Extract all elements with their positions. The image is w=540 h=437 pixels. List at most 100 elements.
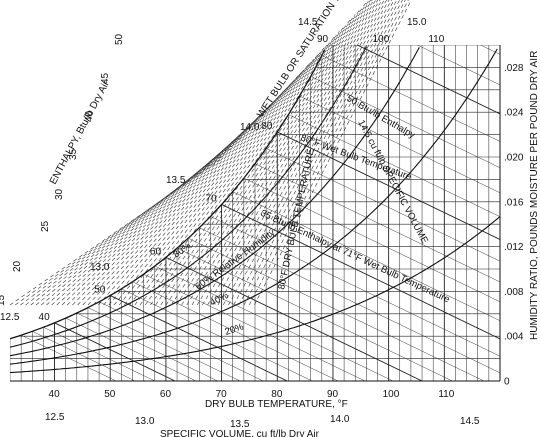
specific-volume-curve-tick: 13.5 <box>166 175 186 186</box>
enthalpy-dashed-line <box>108 53 320 306</box>
tick-labels: 40 50 60 70 80 90 100 110 0 .004 .008 .012 .016 .020.… <box>0 17 524 430</box>
x-tick-label: 50 <box>104 389 116 400</box>
x-tick-label: 70 <box>216 389 228 400</box>
enthalpy-dashed-line <box>66 98 278 306</box>
enthalpy-dashed-line <box>160 0 370 306</box>
wet-bulb-line <box>388 45 500 381</box>
enthalpy-dashed-line <box>118 42 330 306</box>
specific-volume-bottom-tick: 14.0 <box>330 414 350 425</box>
x-axis-label: DRY BULB TEMPERATURE, °F <box>205 399 348 410</box>
specific-volume-bottom-tick: 13.0 <box>135 416 155 427</box>
specific-volume-bottom-tick: 14.5 <box>460 416 480 427</box>
wet-bulb-line <box>32 331 136 381</box>
wet-bulb-line <box>410 45 500 381</box>
wet-bulb-line <box>21 334 117 381</box>
specific-volume-axis-label: SPECIFIC VOLUME, cu ft/lb Dry Air <box>160 429 320 437</box>
specific-volume-curve-tick: 14.5 <box>298 17 318 28</box>
y-axis-label: HUMIDITY RATIO, POUNDS MOISTURE PER POUN… <box>529 51 540 340</box>
enthalpy-dashed-line <box>207 0 387 306</box>
enthalpy-tick-label: 45 <box>100 72 111 84</box>
wet-bulb-line <box>87 307 241 381</box>
enthalpy-dashed-line <box>51 114 262 306</box>
y-tick-label: 0 <box>504 377 510 388</box>
wet-bulb-line <box>288 114 500 381</box>
enthalpy-dashed-line <box>134 25 346 306</box>
specific-volume-bottom-tick: 12.5 <box>45 412 65 423</box>
wet-bulb-line <box>332 45 500 381</box>
grid-layer <box>10 45 500 381</box>
rh-curve <box>9 49 326 340</box>
enthalpy-dashed-line <box>176 0 375 306</box>
x-tick-label: 90 <box>327 389 339 400</box>
specific-volume-curve-tick: 14.0 <box>240 122 260 133</box>
enthalpy-dashed-line <box>217 0 392 306</box>
enthalpy-dashed-line <box>186 0 379 306</box>
enthalpy-dashed-line <box>82 81 294 306</box>
enthalpy-dashed-line <box>20 148 231 306</box>
wet-bulb-line <box>355 45 500 381</box>
wet-bulb-line <box>132 281 339 381</box>
wet-bulb-line <box>277 131 500 381</box>
wet-bulb-tick-label: 40 <box>39 312 51 323</box>
enthalpy-tick-label: 50 <box>114 33 125 45</box>
wet-bulb-line <box>343 45 500 381</box>
enthalpy-dashed-line <box>77 86 288 306</box>
enthalpy-dashed-line <box>25 142 236 306</box>
enthalpy-dashed-line <box>196 0 383 306</box>
rh-curve <box>9 216 501 374</box>
wet-bulb-tick-label: 60 <box>150 246 162 257</box>
wet-bulb-line <box>421 45 500 381</box>
wet-bulb-tick-label: 110 <box>428 34 444 45</box>
enthalpy-dashed-line <box>144 14 356 306</box>
enthalpy-dashed-line <box>233 0 400 306</box>
enthalpy-dashed-line <box>9 159 221 306</box>
enthalpy-tick-label: 40 <box>84 110 95 122</box>
rh-curve <box>9 47 420 357</box>
wet-bulb-line <box>54 322 176 381</box>
wet-bulb-line <box>310 76 500 381</box>
wet-bulb-line <box>121 288 313 381</box>
y-tick-label: .020 <box>504 153 524 164</box>
wet-bulb-line <box>176 247 453 381</box>
wet-bulb-line <box>232 191 500 381</box>
rh-curve <box>9 48 498 365</box>
wet-bulb-line <box>43 327 155 381</box>
x-tick-label: 100 <box>383 389 400 400</box>
enthalpy-dashed-line <box>30 137 241 306</box>
enthalpy-dashed-line <box>41 126 252 306</box>
enthalpy-dashed-line <box>56 109 268 306</box>
enthalpy-dashed-line <box>202 0 385 306</box>
enthalpy-dashed-line <box>155 3 366 306</box>
enthalpy-dashed-line <box>72 92 283 306</box>
enthalpy-tick-label: 12.5 <box>0 312 20 323</box>
wet-bulb-tick-label: 90 <box>317 34 329 45</box>
enthalpy-dashed-line <box>15 154 226 306</box>
y-tick-label: .008 <box>504 287 524 298</box>
enthalpy-dashed-line <box>113 47 325 306</box>
wet-bulb-line <box>76 312 218 381</box>
enthalpy-dashed-line <box>92 70 304 306</box>
y-tick-label: .028 <box>504 63 524 74</box>
enthalpy-dashed-line <box>181 0 377 306</box>
enthalpy-dashed-line <box>150 8 361 306</box>
enthalpy-tick-label: 15 <box>0 294 7 306</box>
x-tick-label: 60 <box>160 389 172 400</box>
wet-bulb-tick-label: 100 <box>373 34 390 45</box>
rh-label-80: 80% <box>171 240 193 260</box>
x-tick-label: 80 <box>271 389 283 400</box>
enthalpy-dashed-line <box>243 0 406 306</box>
enthalpy-tick-label: 30 <box>54 188 65 200</box>
enthalpy-tick-label: 25 <box>40 220 51 232</box>
enthalpy-dashed-line <box>129 31 340 306</box>
rh-label-40: 40% <box>208 290 230 309</box>
x-tick-label: 110 <box>438 389 454 400</box>
wet-bulb-line <box>110 295 288 381</box>
enthalpy-dashed-line <box>228 0 398 306</box>
wet-bulb-line <box>65 317 197 381</box>
enthalpy-lines <box>9 0 412 306</box>
wet-bulb-line <box>299 95 500 381</box>
wet-bulb-line <box>210 216 500 381</box>
wet-bulb-tick-label: 70 <box>206 193 218 204</box>
y-tick-label: .012 <box>504 242 524 253</box>
y-tick-label: .004 <box>504 332 524 343</box>
